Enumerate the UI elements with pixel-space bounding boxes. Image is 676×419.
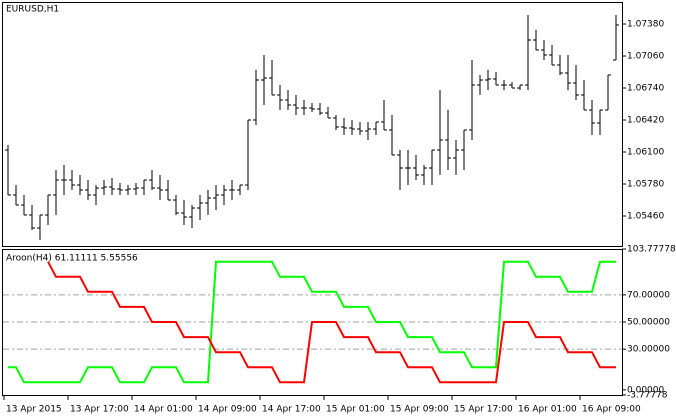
y-tick-label: 0.00000 — [627, 385, 664, 395]
y-tick-label: 1.07380 — [627, 20, 664, 30]
y-tick-label: 1.05460 — [627, 212, 664, 222]
x-tick-label: 16 Apr 01:00 — [518, 405, 577, 415]
y-tick-label: 1.05780 — [627, 180, 664, 190]
y-tick-label: 1.07060 — [627, 52, 664, 62]
x-tick-label: 15 Apr 17:00 — [454, 405, 513, 415]
indicator-title: Aroon(H4) 61.11111 5.55556 — [6, 254, 138, 264]
y-tick-label: 103.77778 — [627, 245, 676, 255]
x-tick-label: 14 Apr 09:00 — [198, 405, 257, 415]
y-tick-label: 1.06420 — [627, 116, 664, 126]
x-tick-label: 14 Apr 01:00 — [134, 405, 193, 415]
x-tick-label: 13 Apr 2015 — [6, 405, 62, 415]
chart-title: EURUSD,H1 — [6, 5, 59, 15]
y-tick-label: 1.06740 — [627, 84, 664, 94]
x-tick-label: 13 Apr 17:00 — [70, 405, 129, 415]
price-panel — [2, 2, 623, 247]
y-tick-label: 30.00000 — [627, 345, 670, 355]
y-tick-label: 50.00000 — [627, 318, 670, 328]
x-tick-label: 15 Apr 09:00 — [390, 405, 449, 415]
x-tick-label: 14 Apr 17:00 — [262, 405, 321, 415]
y-tick-label: -3.77778 — [627, 391, 668, 401]
x-tick-label: 16 Apr 09:00 — [582, 405, 641, 415]
aroon-line — [47, 261, 616, 384]
aroon-line — [8, 260, 616, 384]
y-tick-label: 70.00000 — [627, 290, 670, 300]
y-tick-label: 1.06100 — [627, 148, 664, 158]
x-tick-label: 15 Apr 01:00 — [326, 405, 385, 415]
